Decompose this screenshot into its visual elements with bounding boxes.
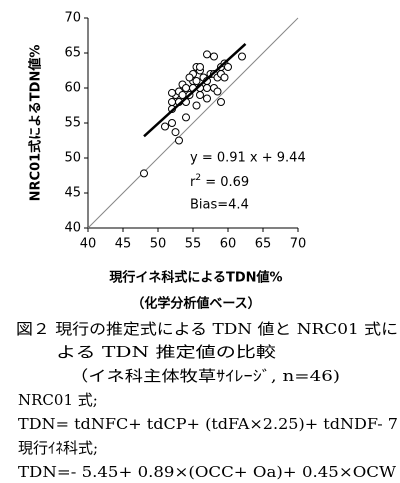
point [192, 101, 201, 110]
caption-line: TDN= tdNFC+ tdCP+ (tdFA×2.25)+ tdNDF- 7 [18, 415, 398, 433]
bias: Bias=4.4 [190, 198, 249, 213]
y-tick-label: 45 [64, 186, 81, 201]
point [203, 84, 211, 92]
x-tick-label: 70 [290, 237, 307, 252]
r-squared: r2 = 0.69 [190, 173, 249, 190]
point [171, 128, 180, 137]
point [238, 52, 246, 61]
point [140, 169, 148, 178]
caption-line: 現行ｲﾈ科式; [18, 439, 98, 457]
point [168, 119, 176, 127]
point [185, 73, 194, 82]
equation: y = 0.91 x + 9.44 [190, 151, 306, 166]
r-rest: = 0.69 [201, 175, 249, 190]
x-tick-label: 65 [255, 237, 272, 252]
point [203, 50, 211, 59]
r-base: r [190, 175, 196, 190]
point [182, 113, 190, 122]
caption-line: よる TDN 推定値の比較 [56, 343, 276, 361]
caption-line: NRC01 式; [18, 391, 98, 409]
y-tick-label: 60 [64, 81, 81, 96]
y-tick-label: 70 [64, 11, 81, 26]
y-tick-label: 50 [64, 151, 81, 166]
point [168, 88, 176, 97]
point [203, 94, 211, 103]
y-tick-label: 40 [64, 221, 81, 236]
y-tick-label: 65 [64, 46, 81, 61]
caption-line: 図２ 現行の推定式による TDN 値と NRC01 式に [16, 320, 398, 338]
caption-line: （イネ科主体牧草ｻｲﾚｰｼﾞ, n=46) [70, 367, 340, 385]
x-tick-label: 40 [80, 237, 97, 252]
point [168, 98, 176, 106]
point [182, 84, 190, 92]
x-tick-label: 55 [185, 237, 202, 252]
point [210, 52, 218, 61]
point [213, 87, 222, 96]
x-tick-label: 45 [115, 237, 132, 252]
point [178, 91, 187, 99]
point [161, 122, 169, 131]
point [217, 98, 225, 106]
point [175, 136, 183, 145]
x-axis-title: 現行イネ科式によるTDN値% [109, 270, 282, 286]
x-axis-subtitle: （化学分析値ベース） [131, 296, 260, 312]
fit-line [143, 42, 247, 138]
point [196, 63, 204, 71]
x-tick-label: 50 [150, 237, 167, 252]
reference-line [87, 17, 299, 229]
r-sup: 2 [195, 173, 201, 183]
point [224, 63, 232, 71]
caption-line: TDN=- 5.45+ 0.89×(OCC+ Oa)+ 0.45×OCW [18, 463, 397, 481]
point [192, 77, 201, 85]
y-axis-title: NRC01式によるTDN値% [28, 45, 44, 202]
point [196, 91, 204, 99]
y-tick-label: 55 [64, 116, 81, 131]
x-tick-label: 60 [220, 237, 237, 252]
point [220, 73, 229, 82]
